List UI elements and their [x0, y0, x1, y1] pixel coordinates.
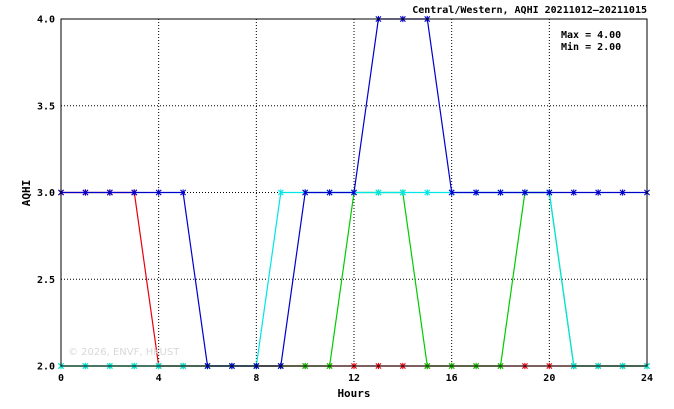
- data-point: [155, 189, 162, 196]
- data-point: [375, 189, 382, 196]
- x-tick-labels: 0 4 8 12 16 20 24: [58, 373, 653, 384]
- data-point: [82, 189, 89, 196]
- x-tick-label: 20: [543, 373, 555, 384]
- y-tick-label: 3.5: [37, 101, 55, 112]
- data-point: [302, 189, 309, 196]
- y-tick-label: 2.5: [37, 275, 55, 286]
- chart-title: Central/Western, AQHI 20211012–20211015: [412, 5, 647, 16]
- data-point: [351, 189, 357, 196]
- data-point: [399, 189, 406, 196]
- y-tick-label: 4.0: [37, 15, 55, 26]
- data-point: [424, 189, 431, 196]
- data-point: [277, 189, 284, 196]
- x-tick-label: 16: [446, 373, 458, 384]
- data-point: [180, 189, 187, 196]
- y-tick-label: 2.0: [37, 362, 55, 373]
- min-stat: Min = 2.00: [561, 41, 621, 53]
- x-tick-label: 0: [58, 373, 64, 384]
- data-point: [595, 189, 602, 196]
- y-tick-label: 3.0: [37, 188, 55, 199]
- x-tick-label: 24: [641, 373, 653, 384]
- x-tick-label: 4: [156, 373, 162, 384]
- y-axis-label: AQHI: [20, 180, 33, 207]
- data-point: [521, 189, 528, 196]
- data-point: [326, 189, 333, 196]
- x-tick-label: 8: [253, 373, 259, 384]
- data-point: [106, 189, 113, 196]
- plot-frame: [60, 18, 648, 367]
- data-point: [131, 189, 138, 196]
- data-point: [570, 189, 577, 196]
- x-tick-label: 12: [348, 373, 360, 384]
- data-point: [619, 189, 626, 196]
- data-point: [473, 189, 480, 196]
- grid-lines: [61, 19, 647, 366]
- x-axis-label: Hours: [337, 387, 370, 400]
- data-point: [448, 189, 455, 196]
- data-point: [546, 189, 553, 196]
- max-stat: Max = 4.00: [561, 30, 621, 41]
- y-tick-labels: 2.0 2.5 3.0 3.5 4.0: [37, 15, 55, 373]
- watermark: © 2026, ENVF, HKUST: [68, 347, 180, 358]
- data-point: [497, 189, 504, 196]
